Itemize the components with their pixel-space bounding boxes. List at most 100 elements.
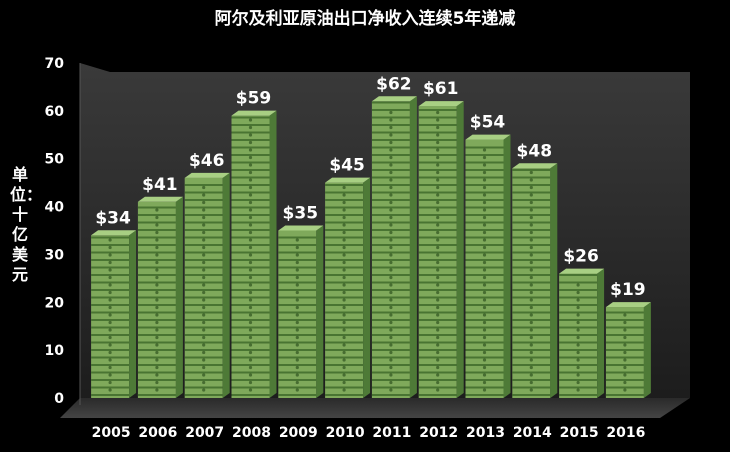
bar-seal — [389, 215, 393, 220]
bar-seal — [202, 358, 206, 362]
bar-band — [231, 349, 270, 351]
bar-seal — [248, 335, 253, 340]
x-tick-label: 2012 — [419, 425, 458, 441]
bar-seal — [436, 148, 440, 152]
bar-band — [184, 311, 223, 314]
bar-band — [325, 349, 364, 351]
bar-band — [325, 394, 364, 396]
bar-seal — [202, 380, 206, 385]
bar-band — [231, 386, 270, 389]
x-axis-ticks: 2005 2006 2007 2008 2009 2010 2011 2012 2013 2014… — [92, 425, 646, 441]
bar-seal — [529, 358, 533, 362]
bar-seal — [482, 155, 487, 160]
bar-band — [418, 176, 457, 179]
y-tick-label: 70 — [45, 56, 65, 72]
bar-seal — [342, 275, 346, 280]
bar-seal — [529, 275, 533, 280]
bar-seal — [436, 185, 440, 190]
bar-seal — [482, 200, 487, 205]
bar-seal — [576, 388, 580, 392]
bar-band — [418, 139, 457, 141]
bar-seal — [529, 200, 533, 205]
bar-band — [137, 236, 176, 239]
bar-seal — [295, 290, 299, 295]
bar-seal — [529, 388, 533, 392]
bar-band — [559, 356, 598, 359]
bar-band — [231, 394, 270, 396]
bar-seal — [529, 193, 533, 197]
bar-band — [325, 364, 364, 366]
bar-seal — [529, 350, 533, 355]
bar-seal — [202, 253, 206, 257]
bar-band — [418, 266, 457, 269]
bar-band — [278, 386, 317, 389]
bar-band — [325, 289, 364, 291]
bar-band — [231, 236, 270, 239]
bar-seal — [155, 283, 159, 287]
bar-seal — [248, 140, 253, 145]
bar-band — [231, 116, 270, 119]
bar-band — [137, 371, 176, 374]
bar-seal — [342, 215, 346, 220]
bar-band — [184, 244, 223, 246]
bar-band — [371, 289, 410, 291]
bar-seal — [248, 238, 253, 242]
y-axis-ticks: 0 10 20 30 40 50 60 70 — [45, 56, 65, 407]
bar-seal — [295, 275, 299, 280]
bar-band — [371, 206, 410, 209]
bar-band — [512, 251, 551, 254]
bar-seal — [482, 208, 487, 212]
bar-band — [512, 371, 551, 374]
bar-band — [91, 259, 130, 261]
bar-seal — [389, 335, 393, 340]
bar-band — [231, 154, 270, 156]
bar-seal — [529, 365, 533, 370]
bar-side — [409, 96, 417, 399]
bar-seal — [529, 245, 533, 250]
bar-seal — [436, 350, 440, 355]
data-label: $19 — [610, 280, 646, 300]
bar-seal — [202, 260, 206, 265]
bar-seal — [342, 193, 346, 197]
bar-band — [418, 184, 457, 186]
bar-seal — [482, 215, 487, 220]
bar-band — [184, 266, 223, 269]
bar-seal — [155, 230, 159, 235]
bar-seal — [155, 245, 159, 250]
bar-seal — [482, 223, 487, 227]
x-tick-label: 2016 — [606, 425, 645, 441]
bar-seal — [436, 335, 440, 340]
floor — [60, 398, 690, 418]
bar-band — [137, 206, 176, 209]
bar-band — [512, 311, 551, 314]
bar-band — [325, 184, 364, 186]
bar-seal — [482, 335, 487, 340]
bar-band — [231, 184, 270, 186]
bar-seal — [342, 313, 346, 317]
bar-seal — [529, 335, 533, 340]
bar-seal — [295, 335, 299, 340]
bar-seal — [248, 118, 253, 122]
bar-seal — [108, 238, 112, 242]
bar-seal — [623, 320, 627, 325]
bar-top — [325, 177, 371, 183]
bar-seal — [389, 245, 393, 250]
bar-seal — [529, 260, 533, 265]
bar-seal — [623, 343, 627, 347]
bar-seal — [295, 245, 299, 250]
bar-band — [91, 274, 130, 276]
bar-band — [371, 184, 410, 186]
bar-band — [371, 214, 410, 216]
bar-seal — [482, 185, 487, 190]
bar-band — [371, 311, 410, 314]
bar-band — [371, 176, 410, 179]
bar-band — [371, 139, 410, 141]
bar-seal — [202, 223, 206, 227]
bar-seal — [389, 283, 393, 287]
bar-band — [418, 116, 457, 119]
bar-band — [231, 206, 270, 209]
bar-band — [418, 326, 457, 329]
bar-band — [371, 326, 410, 329]
bar-seal — [342, 223, 346, 227]
bar-band — [231, 319, 270, 321]
